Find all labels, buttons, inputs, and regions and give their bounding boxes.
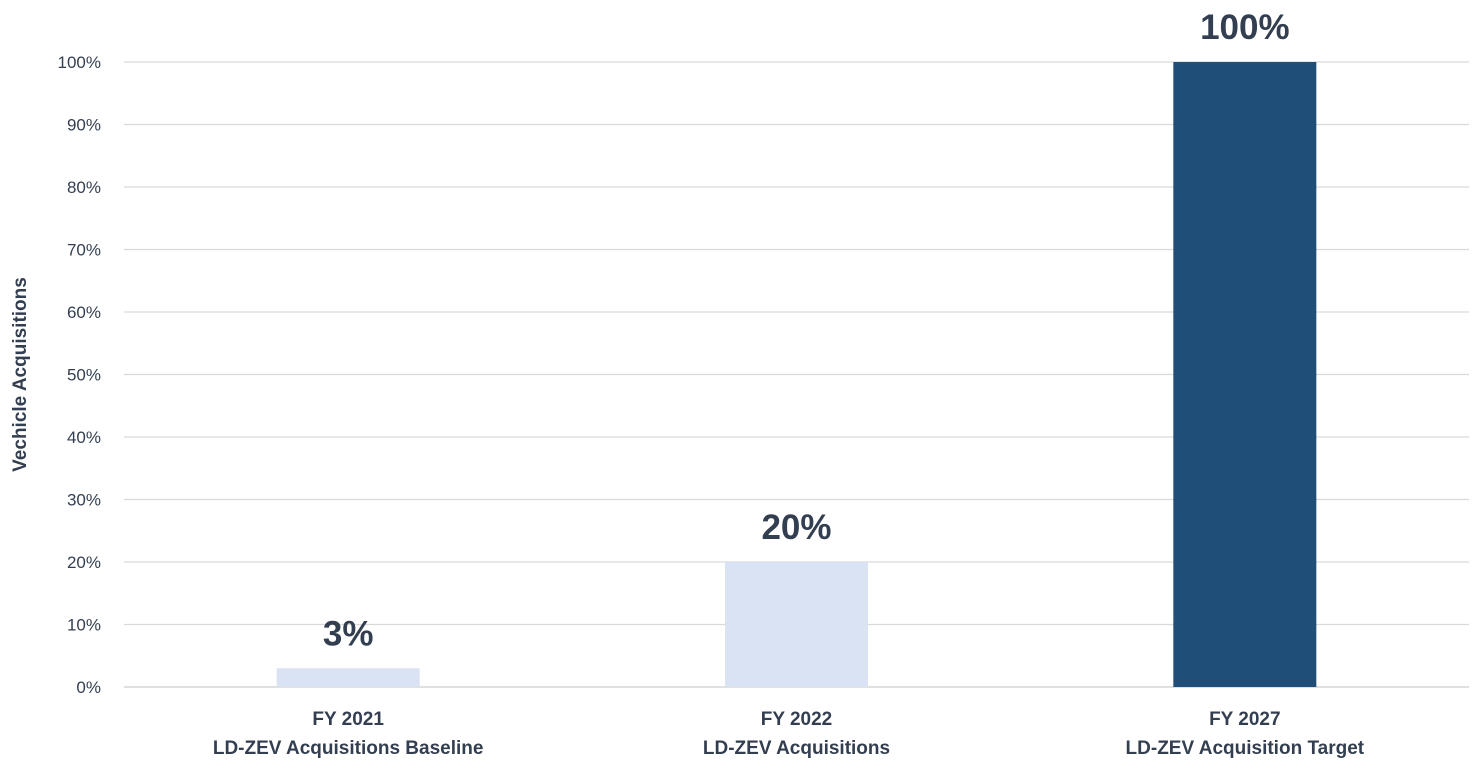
y-axis-title: Vechicle Acquisitions <box>10 277 31 472</box>
y-tick-label: 100% <box>58 53 101 72</box>
y-tick-label: 0% <box>76 678 101 697</box>
y-axis-tick-labels: 0% 10% 20% 30% 40% 50% 60% 70% 80% 90% 100% <box>58 53 101 697</box>
bar <box>1173 62 1317 687</box>
data-label: 20% <box>761 508 831 547</box>
bar <box>276 668 420 687</box>
x-tick-label-description: LD-ZEV Acquisition Target <box>1126 738 1365 759</box>
y-tick-label: 30% <box>67 491 101 510</box>
x-tick-label-description: LD-ZEV Acquisitions Baseline <box>213 738 484 759</box>
x-tick-label-year: FY 2027 <box>1209 709 1280 730</box>
bars <box>276 62 1317 687</box>
x-tick-label-year: FY 2021 <box>312 709 384 730</box>
y-tick-label: 40% <box>67 428 101 447</box>
y-tick-label: 90% <box>67 116 101 135</box>
y-tick-label: 20% <box>67 553 101 572</box>
x-tick-label-year: FY 2022 <box>761 709 832 730</box>
data-label: 3% <box>323 614 374 653</box>
y-tick-label: 60% <box>67 303 101 322</box>
y-tick-label: 10% <box>67 616 101 635</box>
bar <box>725 562 868 687</box>
x-axis-tick-labels: FY 2021 LD-ZEV Acquisitions Baseline FY 20… <box>213 709 1365 759</box>
x-tick-label-description: LD-ZEV Acquisitions <box>703 738 890 759</box>
y-tick-label: 70% <box>67 241 101 260</box>
data-label: 100% <box>1200 8 1290 47</box>
data-labels: 3% 20% 100% <box>323 8 1290 653</box>
y-tick-label: 80% <box>67 178 101 197</box>
y-tick-label: 50% <box>67 366 101 385</box>
